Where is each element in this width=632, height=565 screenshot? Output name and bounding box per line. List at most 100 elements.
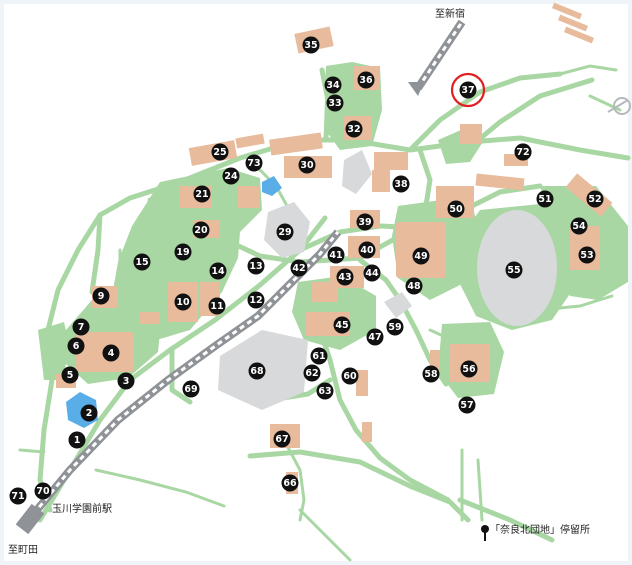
- marker-6[interactable]: 6: [67, 337, 85, 355]
- marker-32[interactable]: 32: [345, 120, 363, 138]
- marker-69[interactable]: 69: [182, 380, 200, 398]
- marker-30[interactable]: 30: [298, 156, 316, 174]
- marker-3[interactable]: 3: [117, 372, 135, 390]
- marker-53[interactable]: 53: [578, 246, 596, 264]
- marker-1[interactable]: 1: [68, 431, 86, 449]
- marker-14[interactable]: 14: [209, 262, 227, 280]
- svg-text:51: 51: [538, 194, 551, 205]
- svg-text:34: 34: [326, 80, 340, 91]
- marker-40[interactable]: 40: [358, 241, 376, 259]
- marker-72[interactable]: 72: [514, 143, 532, 161]
- marker-19[interactable]: 19: [174, 243, 192, 261]
- svg-text:24: 24: [224, 171, 238, 182]
- marker-15[interactable]: 15: [133, 253, 151, 271]
- marker-55[interactable]: 55: [505, 261, 523, 279]
- svg-text:57: 57: [460, 400, 473, 411]
- marker-29[interactable]: 29: [276, 223, 294, 241]
- svg-text:67: 67: [275, 434, 288, 445]
- marker-35[interactable]: 35: [302, 36, 320, 54]
- marker-57[interactable]: 57: [458, 396, 476, 414]
- marker-73[interactable]: 73: [245, 154, 263, 172]
- marker-10[interactable]: 10: [174, 293, 192, 311]
- svg-text:58: 58: [424, 369, 438, 380]
- marker-44[interactable]: 44: [363, 264, 381, 282]
- marker-38[interactable]: 38: [392, 175, 410, 193]
- marker-47[interactable]: 47: [366, 328, 384, 346]
- marker-13[interactable]: 13: [247, 257, 265, 275]
- marker-61[interactable]: 61: [310, 347, 328, 365]
- marker-4[interactable]: 4: [102, 344, 120, 362]
- marker-58[interactable]: 58: [422, 365, 440, 383]
- svg-text:20: 20: [194, 225, 208, 236]
- marker-67[interactable]: 67: [273, 430, 291, 448]
- marker-68[interactable]: 68: [248, 362, 266, 380]
- svg-text:40: 40: [360, 245, 374, 256]
- svg-text:7: 7: [78, 322, 85, 333]
- marker-48[interactable]: 48: [405, 277, 423, 295]
- marker-52[interactable]: 52: [586, 190, 604, 208]
- svg-text:36: 36: [359, 75, 373, 86]
- svg-text:52: 52: [588, 194, 601, 205]
- svg-text:10: 10: [176, 297, 190, 308]
- svg-text:50: 50: [449, 204, 463, 215]
- svg-text:1: 1: [74, 435, 81, 446]
- svg-text:60: 60: [343, 371, 357, 382]
- marker-39[interactable]: 39: [356, 213, 374, 231]
- marker-36[interactable]: 36: [357, 71, 375, 89]
- marker-45[interactable]: 45: [333, 316, 351, 334]
- marker-2[interactable]: 2: [80, 404, 98, 422]
- svg-text:42: 42: [292, 263, 305, 274]
- label-to-machida: 至町田: [8, 544, 38, 556]
- svg-text:44: 44: [365, 268, 379, 279]
- marker-34[interactable]: 34: [324, 76, 342, 94]
- svg-text:38: 38: [394, 179, 408, 190]
- marker-9[interactable]: 9: [92, 287, 110, 305]
- svg-text:15: 15: [135, 257, 148, 268]
- marker-54[interactable]: 54: [570, 217, 588, 235]
- svg-text:6: 6: [73, 341, 80, 352]
- marker-51[interactable]: 51: [536, 190, 554, 208]
- marker-37[interactable]: 37: [459, 81, 477, 99]
- svg-text:47: 47: [368, 332, 381, 343]
- marker-71[interactable]: 71: [9, 487, 27, 505]
- svg-text:73: 73: [247, 158, 260, 169]
- svg-text:63: 63: [318, 386, 331, 397]
- svg-text:39: 39: [358, 217, 371, 228]
- svg-text:59: 59: [388, 322, 401, 333]
- marker-43[interactable]: 43: [336, 268, 354, 286]
- svg-text:48: 48: [407, 281, 421, 292]
- svg-text:13: 13: [249, 261, 262, 272]
- label-bus-stop: 「奈良北団地」停留所: [490, 523, 590, 536]
- svg-text:43: 43: [338, 272, 351, 283]
- marker-20[interactable]: 20: [192, 221, 210, 239]
- svg-text:61: 61: [312, 351, 325, 362]
- svg-text:56: 56: [462, 364, 476, 375]
- marker-25[interactable]: 25: [211, 143, 229, 161]
- marker-66[interactable]: 66: [281, 474, 299, 492]
- marker-7[interactable]: 7: [72, 318, 90, 336]
- marker-11[interactable]: 11: [208, 297, 226, 315]
- marker-60[interactable]: 60: [341, 367, 359, 385]
- svg-text:9: 9: [98, 291, 105, 302]
- marker-41[interactable]: 41: [327, 246, 345, 264]
- marker-24[interactable]: 24: [222, 167, 240, 185]
- compass-icon: [607, 97, 631, 115]
- marker-63[interactable]: 63: [316, 382, 334, 400]
- svg-text:66: 66: [283, 478, 297, 489]
- marker-33[interactable]: 33: [326, 94, 344, 112]
- marker-56[interactable]: 56: [460, 360, 478, 378]
- marker-59[interactable]: 59: [386, 318, 404, 336]
- railway: [15, 19, 466, 535]
- marker-70[interactable]: 70: [34, 482, 52, 500]
- marker-49[interactable]: 49: [412, 247, 430, 265]
- marker-42[interactable]: 42: [290, 259, 308, 277]
- station-platform: [15, 503, 45, 535]
- marker-5[interactable]: 5: [61, 366, 79, 384]
- svg-text:41: 41: [329, 250, 342, 261]
- marker-21[interactable]: 21: [193, 185, 211, 203]
- marker-62[interactable]: 62: [303, 364, 321, 382]
- svg-text:35: 35: [304, 40, 317, 51]
- marker-50[interactable]: 50: [447, 200, 465, 218]
- marker-12[interactable]: 12: [247, 291, 265, 309]
